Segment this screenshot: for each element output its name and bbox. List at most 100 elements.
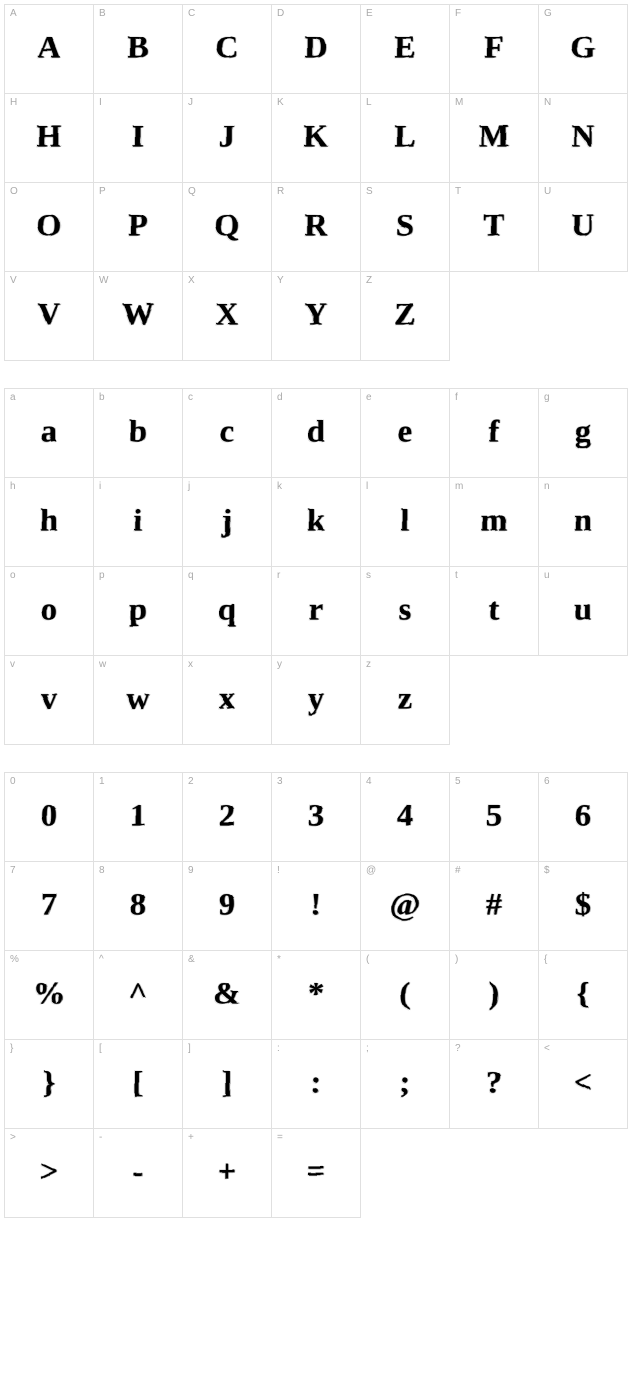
glyph-cell[interactable]: xx bbox=[182, 655, 272, 745]
glyph-cell[interactable]: -- bbox=[93, 1128, 183, 1218]
glyph-cell[interactable]: %% bbox=[4, 950, 94, 1040]
glyph-cell[interactable]: BB bbox=[93, 4, 183, 94]
glyph-cell[interactable]: @@ bbox=[360, 861, 450, 951]
glyph-cell[interactable]: HH bbox=[4, 93, 94, 183]
glyph-label: u bbox=[544, 570, 550, 581]
glyph-cell[interactable]: CC bbox=[182, 4, 272, 94]
glyph-cell[interactable]: zz bbox=[360, 655, 450, 745]
glyph-cell[interactable]: aa bbox=[4, 388, 94, 478]
glyph-cell[interactable]: II bbox=[93, 93, 183, 183]
glyph-cell[interactable]: oo bbox=[4, 566, 94, 656]
glyph-cell[interactable]: ff bbox=[449, 388, 539, 478]
glyph-cell[interactable]: AA bbox=[4, 4, 94, 94]
glyph-cell[interactable]: )) bbox=[449, 950, 539, 1040]
glyph-cell[interactable]: 00 bbox=[4, 772, 94, 862]
glyph-cell[interactable]: FF bbox=[449, 4, 539, 94]
glyph-cell[interactable]: JJ bbox=[182, 93, 272, 183]
glyph-cell[interactable]: 77 bbox=[4, 861, 94, 951]
glyph-cell[interactable]: GG bbox=[538, 4, 628, 94]
glyph-row: OOPPQQRRSSTTUU bbox=[4, 182, 636, 271]
glyph-cell[interactable]: ss bbox=[360, 566, 450, 656]
glyph-cell[interactable]: !! bbox=[271, 861, 361, 951]
glyph-cell[interactable]: ww bbox=[93, 655, 183, 745]
glyph-cell[interactable]: kk bbox=[271, 477, 361, 567]
glyph-label: B bbox=[99, 8, 106, 19]
glyph-label: y bbox=[277, 659, 282, 670]
glyph-cell[interactable]: QQ bbox=[182, 182, 272, 272]
glyph-cell[interactable]: gg bbox=[538, 388, 628, 478]
glyph-cell[interactable]: OO bbox=[4, 182, 94, 272]
glyph-cell[interactable]: [[ bbox=[93, 1039, 183, 1129]
glyph-cell[interactable]: 99 bbox=[182, 861, 272, 951]
glyph-label: S bbox=[366, 186, 373, 197]
glyph-cell[interactable]: 44 bbox=[360, 772, 450, 862]
glyph-cell[interactable]: 33 bbox=[271, 772, 361, 862]
glyph-cell[interactable]: PP bbox=[93, 182, 183, 272]
glyph-cell[interactable]: SS bbox=[360, 182, 450, 272]
glyph-cell[interactable]: jj bbox=[182, 477, 272, 567]
glyph-cell[interactable]: 66 bbox=[538, 772, 628, 862]
glyph-cell[interactable]: tt bbox=[449, 566, 539, 656]
glyph-label: n bbox=[544, 481, 550, 492]
glyph-cell[interactable]: 55 bbox=[449, 772, 539, 862]
glyph-cell[interactable]: TT bbox=[449, 182, 539, 272]
glyph-cell[interactable]: << bbox=[538, 1039, 628, 1129]
glyph-cell[interactable]: 11 bbox=[93, 772, 183, 862]
glyph-cell[interactable]: rr bbox=[271, 566, 361, 656]
glyph-cell[interactable]: ** bbox=[271, 950, 361, 1040]
glyph-cell[interactable]: DD bbox=[271, 4, 361, 94]
glyph-cell[interactable]: yy bbox=[271, 655, 361, 745]
glyph-cell[interactable]: == bbox=[271, 1128, 361, 1218]
glyph-cell[interactable]: }} bbox=[4, 1039, 94, 1129]
glyph-cell[interactable]: && bbox=[182, 950, 272, 1040]
glyph-cell[interactable]: (( bbox=[360, 950, 450, 1040]
glyph-cell[interactable]: qq bbox=[182, 566, 272, 656]
glyph-display: [ bbox=[133, 1064, 144, 1101]
glyph-cell[interactable]: VV bbox=[4, 271, 94, 361]
glyph-cell[interactable]: YY bbox=[271, 271, 361, 361]
glyph-label: 6 bbox=[544, 776, 550, 787]
glyph-cell[interactable]: ZZ bbox=[360, 271, 450, 361]
glyph-cell[interactable]: cc bbox=[182, 388, 272, 478]
glyph-cell[interactable]: ;; bbox=[360, 1039, 450, 1129]
glyph-label: c bbox=[188, 392, 193, 403]
glyph-cell[interactable]: {{ bbox=[538, 950, 628, 1040]
glyph-cell[interactable]: pp bbox=[93, 566, 183, 656]
glyph-display: 0 bbox=[41, 797, 57, 834]
glyph-cell[interactable]: nn bbox=[538, 477, 628, 567]
glyph-cell[interactable]: NN bbox=[538, 93, 628, 183]
glyph-cell[interactable]: dd bbox=[271, 388, 361, 478]
glyph-cell[interactable]: mm bbox=[449, 477, 539, 567]
glyph-label: ^ bbox=[99, 954, 104, 965]
glyph-cell[interactable]: vv bbox=[4, 655, 94, 745]
glyph-cell[interactable]: 88 bbox=[93, 861, 183, 951]
glyph-cell[interactable]: ee bbox=[360, 388, 450, 478]
glyph-cell[interactable]: hh bbox=[4, 477, 94, 567]
glyph-cell[interactable]: uu bbox=[538, 566, 628, 656]
glyph-cell[interactable]: ^^ bbox=[93, 950, 183, 1040]
glyph-display: ) bbox=[489, 975, 500, 1012]
glyph-cell[interactable]: WW bbox=[93, 271, 183, 361]
glyph-cell[interactable]: bb bbox=[93, 388, 183, 478]
glyph-cell[interactable]: UU bbox=[538, 182, 628, 272]
glyph-label: N bbox=[544, 97, 551, 108]
glyph-display: ; bbox=[400, 1064, 411, 1101]
glyph-cell[interactable]: $$ bbox=[538, 861, 628, 951]
glyph-label: M bbox=[455, 97, 463, 108]
glyph-cell[interactable]: MM bbox=[449, 93, 539, 183]
glyph-cell[interactable]: 22 bbox=[182, 772, 272, 862]
glyph-cell[interactable]: KK bbox=[271, 93, 361, 183]
glyph-cell[interactable]: ++ bbox=[182, 1128, 272, 1218]
glyph-label: Z bbox=[366, 275, 372, 286]
glyph-cell[interactable]: ll bbox=[360, 477, 450, 567]
glyph-cell[interactable]: RR bbox=[271, 182, 361, 272]
glyph-cell[interactable]: ?? bbox=[449, 1039, 539, 1129]
glyph-cell[interactable]: LL bbox=[360, 93, 450, 183]
glyph-cell[interactable]: ii bbox=[93, 477, 183, 567]
glyph-cell[interactable]: EE bbox=[360, 4, 450, 94]
glyph-cell[interactable]: ## bbox=[449, 861, 539, 951]
glyph-cell[interactable]: XX bbox=[182, 271, 272, 361]
glyph-cell[interactable]: ]] bbox=[182, 1039, 272, 1129]
glyph-cell[interactable]: >> bbox=[4, 1128, 94, 1218]
glyph-cell[interactable]: :: bbox=[271, 1039, 361, 1129]
